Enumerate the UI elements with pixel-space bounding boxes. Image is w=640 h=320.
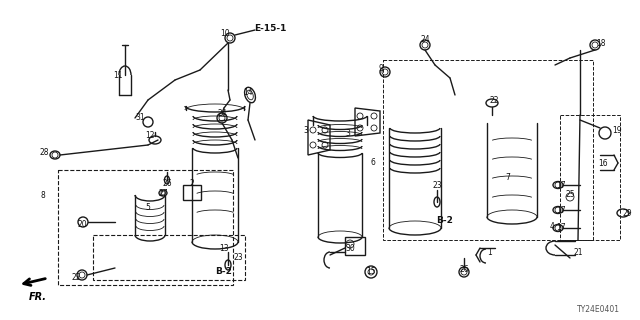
Text: 10: 10 (220, 28, 230, 37)
Bar (183, 185, 201, 200)
Text: 22: 22 (489, 95, 499, 105)
Text: 31: 31 (135, 113, 145, 122)
Text: 15: 15 (366, 267, 376, 276)
Text: 19: 19 (612, 125, 622, 134)
Text: 23: 23 (233, 252, 243, 261)
Text: 17: 17 (556, 222, 566, 231)
Text: 25: 25 (565, 189, 575, 198)
Bar (58, 170, 233, 285)
Text: B-2: B-2 (216, 268, 232, 276)
Text: 24: 24 (217, 108, 227, 117)
Text: 21: 21 (573, 247, 583, 257)
Text: 2: 2 (189, 179, 195, 188)
Text: 22: 22 (71, 274, 81, 283)
Text: 7: 7 (506, 172, 511, 181)
Text: 23: 23 (432, 180, 442, 189)
Bar (383, 60, 593, 240)
Text: 9: 9 (379, 63, 383, 73)
Text: 30: 30 (345, 244, 355, 252)
Text: TY24E0401: TY24E0401 (577, 305, 620, 314)
Text: 1: 1 (488, 247, 492, 257)
Text: 20: 20 (77, 220, 87, 228)
Text: 17: 17 (556, 205, 566, 214)
Text: 29: 29 (622, 209, 632, 218)
Text: 17: 17 (556, 180, 566, 189)
Text: 11: 11 (113, 70, 123, 79)
Text: FR.: FR. (29, 292, 47, 302)
Text: 4: 4 (550, 221, 554, 230)
Text: 16: 16 (598, 158, 608, 167)
Bar (345, 237, 365, 255)
Text: 8: 8 (40, 190, 45, 199)
Text: 6: 6 (371, 157, 376, 166)
Text: 3: 3 (346, 129, 351, 138)
Text: 27: 27 (158, 188, 168, 197)
Text: 5: 5 (145, 203, 150, 212)
Bar (560, 115, 620, 240)
Text: 13: 13 (219, 244, 229, 252)
Text: 26: 26 (459, 266, 469, 275)
Bar (93, 235, 245, 280)
Text: 24: 24 (420, 35, 430, 44)
Text: 14: 14 (243, 87, 253, 97)
Text: 3: 3 (303, 125, 308, 134)
Text: 18: 18 (596, 38, 605, 47)
Text: 28: 28 (39, 148, 49, 156)
Text: 12: 12 (145, 131, 155, 140)
Text: E-15-1: E-15-1 (254, 23, 286, 33)
Text: B-2: B-2 (436, 215, 453, 225)
Text: 26: 26 (162, 179, 172, 188)
